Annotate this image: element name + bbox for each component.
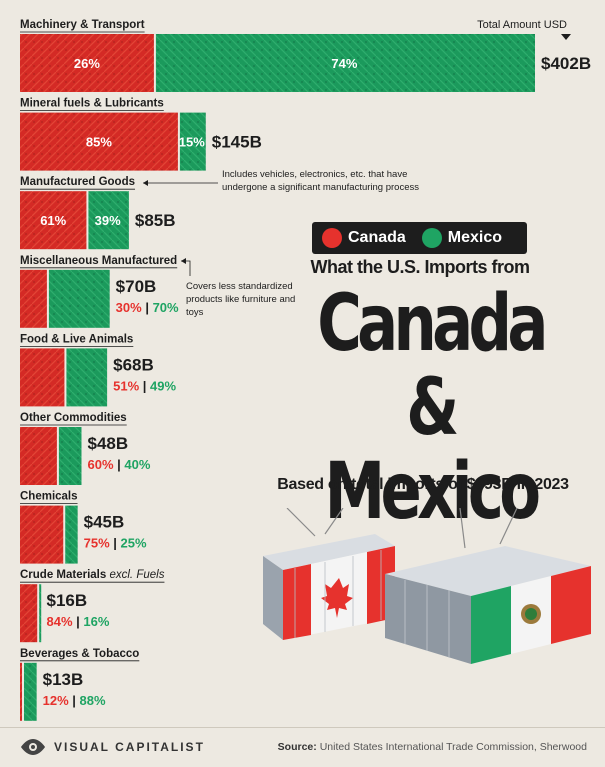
category-label: Manufactured Goods <box>20 176 135 188</box>
total-value-label: $13B <box>43 670 84 689</box>
crane-cables-icon <box>286 508 518 549</box>
footer-divider <box>0 727 605 728</box>
split-separator: | <box>142 300 153 315</box>
split-pct-label: 12% | 88% <box>43 693 106 708</box>
split-separator: | <box>69 693 80 708</box>
bar-mexico <box>58 427 82 485</box>
category-label: Mineral fuels & Lubricants <box>20 98 164 110</box>
total-amount-header: Total Amount USD <box>477 19 567 31</box>
split-pct-label: 84% | 16% <box>46 614 109 629</box>
source-note: Source: United States International Trad… <box>278 741 587 753</box>
headline-sub: Based on total imports of $893B in 2023 <box>277 476 569 493</box>
annotation-manufactured: Includes vehicles, electronics, etc. tha… <box>222 169 419 193</box>
canada-legend-dot <box>322 228 342 248</box>
bar-canada <box>20 584 38 643</box>
bar-canada <box>20 269 47 328</box>
mexico-pct-label: 40% <box>124 457 150 472</box>
split-separator: | <box>139 378 150 393</box>
canada-pct-label: 12% <box>43 693 69 708</box>
category-label: Chemicals <box>20 491 78 503</box>
bar-mexico <box>39 584 42 643</box>
canada-pct-label: 30% <box>116 300 142 315</box>
mexico-container-icon <box>385 546 591 664</box>
total-value-label: $16B <box>46 591 87 610</box>
canada-pct-label: 60% <box>87 457 113 472</box>
bar-mexico <box>155 34 535 92</box>
legend: Canada Mexico <box>312 222 527 254</box>
headline-pre: What the U.S. Imports from <box>310 257 530 277</box>
annotation-arrowhead-manufactured <box>143 180 148 186</box>
split-pct-label: 75% | 25% <box>84 536 147 551</box>
annotation-misc: Covers less standardized products like f… <box>186 281 296 318</box>
category-label: Miscellaneous Manufactured <box>20 255 177 267</box>
bar-mexico <box>65 505 78 564</box>
category-label: Food & Live Animals <box>20 333 133 345</box>
split-separator: | <box>114 457 125 472</box>
category-label: Other Commodities <box>20 412 127 424</box>
total-value-label: $145B <box>212 133 262 152</box>
annotation-arrowhead-misc <box>181 258 186 264</box>
bar-mexico <box>66 348 108 407</box>
brand-name: VISUAL CAPITALIST <box>54 740 205 754</box>
total-amount-arrow-icon <box>561 34 571 40</box>
canada-pct-label: 26% <box>74 56 100 71</box>
total-value-label: $402B <box>541 54 591 73</box>
headline-line-2: & Mexico <box>324 363 541 537</box>
total-value-label: $48B <box>87 434 128 453</box>
shipping-containers-illustration <box>263 508 591 664</box>
headline-main: Canada & Mexico <box>304 282 558 534</box>
mexico-pct-label: 49% <box>150 378 176 393</box>
bar-canada <box>20 662 22 721</box>
canada-pct-label: 85% <box>86 135 112 150</box>
split-pct-label: 30% | 70% <box>116 300 179 315</box>
brand-logo: VISUAL CAPITALIST <box>20 738 205 756</box>
category-label-suffix: excl. Fuels <box>106 569 164 581</box>
source-label: Source: <box>277 741 317 753</box>
total-value-label: $85B <box>135 211 176 230</box>
bar-canada <box>20 191 87 250</box>
canada-pct-label: 84% <box>46 614 72 629</box>
canada-pct-label: 75% <box>84 536 110 551</box>
mexico-pct-label: 88% <box>80 693 106 708</box>
total-value-label: $70B <box>116 277 157 296</box>
mexico-legend-dot <box>421 228 442 248</box>
mexico-pct-label: 15% <box>179 135 205 150</box>
category-label: Machinery & Transport <box>20 19 145 31</box>
bar-canada <box>20 505 64 564</box>
split-pct-label: 60% | 40% <box>87 457 150 472</box>
mexico-pct-label: 39% <box>95 213 121 228</box>
split-separator: | <box>110 536 121 551</box>
source-text: United States International Trade Commis… <box>319 741 587 753</box>
bar-canada <box>20 112 178 171</box>
split-pct-label: 51% | 49% <box>113 378 176 393</box>
category-label: Crude Materials excl. Fuels <box>20 569 165 581</box>
bar-canada <box>20 427 57 485</box>
bar-canada <box>20 348 65 407</box>
legend-canada-label: Canada <box>348 229 406 246</box>
bar-mexico <box>48 269 110 328</box>
bar-mexico <box>23 662 37 721</box>
total-value-label: $68B <box>113 355 154 374</box>
canada-pct-label: 61% <box>40 213 66 228</box>
canada-pct-label: 51% <box>113 378 139 393</box>
canada-container-icon <box>263 534 395 640</box>
mexico-pct-label: 70% <box>153 300 179 315</box>
bar-mexico <box>179 112 206 171</box>
total-value-label: $45B <box>84 513 125 532</box>
bar-canada <box>20 34 154 92</box>
headline-line-1: Canada <box>317 279 548 369</box>
bar-mexico <box>88 191 129 250</box>
mexico-pct-label: 25% <box>121 536 147 551</box>
split-separator: | <box>73 614 84 629</box>
mexico-pct-label: 16% <box>83 614 109 629</box>
mexico-pct-label: 74% <box>331 56 357 71</box>
legend-mexico-label: Mexico <box>447 229 503 246</box>
visual-capitalist-logo-icon <box>21 739 45 755</box>
category-label: Beverages & Tobacco <box>20 648 139 660</box>
